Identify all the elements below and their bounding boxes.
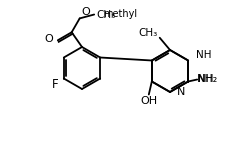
Text: N: N: [177, 87, 185, 97]
Text: CH₃: CH₃: [138, 28, 158, 38]
Text: O: O: [44, 34, 53, 44]
Text: methyl: methyl: [103, 8, 137, 19]
Text: NH: NH: [196, 51, 212, 60]
Text: OH: OH: [140, 96, 157, 107]
Text: O: O: [82, 7, 90, 17]
Text: NH₂: NH₂: [197, 74, 219, 85]
Text: F: F: [51, 78, 58, 91]
Text: NH: NH: [198, 73, 214, 84]
Text: CH₃: CH₃: [96, 10, 115, 20]
